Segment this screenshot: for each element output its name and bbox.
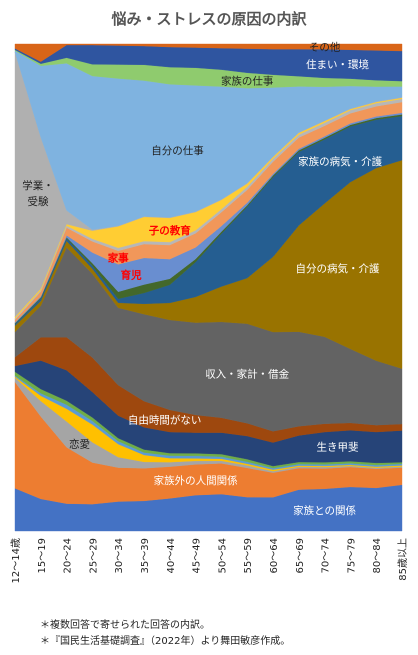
area-label-1: 家族外の人間関係	[154, 474, 238, 487]
x-tick-label-10: 60～64	[269, 538, 280, 573]
area-label-12: 受験	[28, 195, 49, 208]
area-label-0: 家族との関係	[293, 504, 356, 517]
x-tick-label-2: 20～24	[63, 538, 74, 573]
x-tick-label-11: 65～69	[295, 538, 306, 573]
area-label-9: 家事	[108, 252, 129, 265]
area-label-2: 恋愛	[69, 437, 90, 450]
area-label-7: 家族の病気・介護	[298, 155, 382, 168]
footnote-2: ＊『国民生活基礎調査』（2022年）より舞田敏彦作成。	[40, 636, 291, 647]
area-label-15: 住まい・環境	[306, 58, 369, 71]
area-label-13: 自分の仕事	[151, 144, 204, 157]
x-tick-label-8: 50～54	[217, 538, 228, 573]
area-label-5: 収入・家計・借金	[205, 368, 289, 381]
area-label-11: 学業・	[22, 179, 54, 192]
area-label-4: 自由時間がない	[128, 414, 202, 427]
area-label-16: その他	[309, 41, 341, 54]
x-tick-label-15: 85歳以上	[397, 538, 409, 581]
x-tick-label-6: 40～44	[166, 538, 177, 573]
x-tick-label-12: 70～74	[321, 538, 332, 573]
area-layers	[14, 43, 403, 532]
chart-title: 悩み・ストレスの原因の内訳	[111, 10, 307, 28]
area-label-14: 家族の仕事	[221, 74, 274, 87]
x-tick-label-3: 25～29	[88, 538, 99, 573]
area-label-10: 子の教育	[149, 224, 191, 237]
area-label-8: 育児	[121, 269, 142, 282]
x-tick-label-14: 80～84	[372, 538, 383, 573]
x-tick-label-9: 55～59	[243, 538, 254, 573]
x-tick-label-7: 45～49	[192, 538, 203, 573]
area-label-6: 自分の病気・介護	[296, 262, 380, 275]
area-series-20	[14, 43, 403, 62]
area-label-3: 生き甲斐	[317, 440, 359, 453]
x-tick-label-0: 12～14歳	[10, 538, 22, 583]
x-tick-label-13: 75～79	[346, 538, 357, 573]
footnote-1: ＊複数回答で寄せられた回答の内訳。	[40, 620, 210, 631]
x-tick-label-4: 30～34	[114, 538, 125, 573]
x-tick-labels: 12～14歳 15～19 20～24 25～29 30～34 35～39 40～44 45～4…	[10, 538, 409, 583]
area-labels: 家族との関係 家族外の人間関係 恋愛 生き甲斐 自由時間がない 収入・家計・借金 自分の病気…	[22, 41, 382, 517]
x-tick-label-1: 15～19	[37, 538, 48, 573]
x-tick-label-5: 35～39	[140, 538, 151, 573]
